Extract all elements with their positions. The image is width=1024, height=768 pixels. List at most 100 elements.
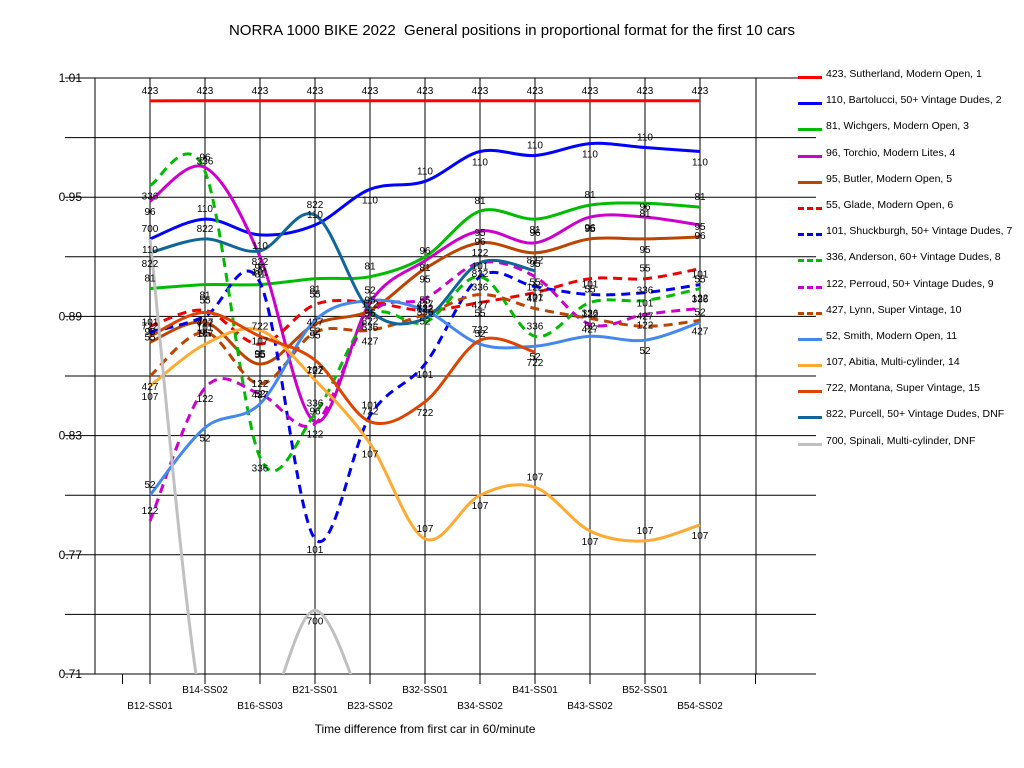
data-label: 722	[252, 321, 269, 332]
series-line-722	[149, 310, 536, 426]
data-label: 52	[639, 346, 651, 357]
data-label: 122	[252, 379, 269, 390]
data-label: 55	[474, 308, 486, 319]
data-label: 107	[417, 524, 434, 535]
data-label: 96	[694, 231, 706, 242]
data-label: 96	[199, 152, 211, 163]
legend-item: 81, Wichgers, Modern Open, 3	[796, 120, 1018, 146]
data-label: 101	[307, 545, 324, 556]
data-label: 101	[362, 401, 379, 412]
data-label: 95	[529, 259, 541, 270]
series-line-107	[149, 327, 701, 543]
legend-label: 52, Smith, Modern Open, 11	[826, 329, 958, 342]
data-label: 423	[582, 86, 599, 97]
data-label: 81	[639, 209, 651, 220]
legend-item: 55, Glade, Modern Open, 6	[796, 199, 1018, 225]
data-label: 423	[417, 86, 434, 97]
data-label: 822	[472, 269, 489, 280]
data-label: 110	[307, 210, 323, 221]
data-label: 427	[527, 293, 544, 304]
data-label: 81	[144, 274, 156, 285]
data-label: 822	[142, 259, 159, 270]
data-label: 96	[474, 237, 486, 248]
legend-label: 722, Montana, Super Vintage, 15	[826, 382, 980, 395]
data-label: 336	[252, 463, 269, 474]
data-label: 722	[527, 358, 544, 369]
data-label: 81	[364, 262, 376, 273]
data-label: 822	[527, 256, 544, 267]
legend-label: 110, Bartolucci, 50+ Vintage Dudes, 2	[826, 94, 1002, 107]
data-label: 822	[252, 257, 269, 268]
x-tick-label: B54-SS02	[677, 701, 723, 712]
data-label: 55	[694, 275, 706, 286]
legend-swatch	[798, 442, 822, 446]
data-label: 110	[252, 241, 268, 252]
data-label: 95	[144, 327, 156, 338]
data-label: 107	[692, 531, 709, 542]
data-label: 55	[639, 264, 651, 275]
x-tick-label: B21-SS01	[292, 685, 338, 696]
data-label: 52	[474, 329, 486, 340]
legend-label: 101, Shuckburgh, 50+ Vintage Dudes, 7	[826, 225, 1013, 238]
data-label: 700	[307, 616, 324, 627]
legend-item: 700, Spinali, Multi-cylinder, DNF	[796, 435, 1018, 461]
data-label: 336	[197, 156, 214, 167]
legend-swatch	[798, 311, 822, 315]
legend-item: 822, Purcell, 50+ Vintage Dudes, DNF	[796, 408, 1018, 434]
data-label: 81	[419, 263, 431, 274]
data-label: 81	[694, 192, 706, 203]
data-label: 95	[474, 228, 486, 239]
legend-item: 101, Shuckburgh, 50+ Vintage Dudes, 7	[796, 225, 1018, 251]
legend-label: 95, Butler, Modern Open, 5	[826, 172, 953, 185]
data-label: 423	[527, 86, 544, 97]
x-tick-label: B14-SS02	[182, 685, 228, 696]
legend-label: 427, Lynn, Super Vintage, 10	[826, 303, 962, 316]
data-label: 122	[362, 299, 379, 310]
legend-swatch	[798, 285, 822, 289]
data-label: 427	[692, 326, 709, 337]
data-label: 81	[199, 291, 211, 302]
legend-swatch	[798, 128, 822, 132]
data-label: 96	[639, 202, 651, 213]
data-label: 722	[417, 408, 434, 419]
legend-label: 423, Sutherland, Modern Open, 1	[826, 68, 982, 80]
data-label: 107	[197, 329, 214, 340]
data-label: 101	[417, 370, 434, 381]
data-label: 81	[309, 285, 321, 296]
legend-swatch	[798, 416, 822, 420]
data-label: 96	[144, 207, 156, 218]
x-tick-label: B16-SS03	[237, 701, 283, 712]
legend-label: 822, Purcell, 50+ Vintage Dudes, DNF	[826, 408, 1005, 421]
data-label: 52	[254, 389, 266, 400]
data-label: 110	[362, 195, 378, 206]
data-label: 427	[197, 317, 214, 328]
data-label: 110	[197, 204, 213, 215]
data-label: 81	[529, 225, 541, 236]
axis-ticks: 1.01 0.95 0.89 0.83 0.77 0.71 B12-SS01 B14-SS02…	[59, 71, 724, 712]
data-label: 101	[472, 262, 489, 273]
data-label: 55	[584, 285, 596, 296]
data-label: 81	[254, 270, 266, 281]
data-label: 52	[584, 321, 596, 332]
legend: 423, Sutherland, Modern Open, 1 110, Bart…	[796, 68, 1018, 461]
data-label: 336	[527, 321, 544, 332]
data-label: 122	[692, 293, 709, 304]
data-label: 110	[692, 158, 708, 169]
data-label: 427	[472, 301, 489, 312]
data-label: 427	[582, 324, 599, 335]
data-label: 95	[199, 328, 211, 339]
data-label: 722	[362, 407, 379, 418]
series-line-336	[149, 152, 701, 473]
data-label: 96	[364, 308, 376, 319]
data-label: 55	[309, 289, 321, 300]
data-label: 122	[527, 283, 544, 294]
data-label: 122	[142, 506, 159, 517]
data-label: 110	[472, 158, 488, 169]
legend-swatch	[798, 337, 822, 341]
data-label: 700	[142, 224, 159, 235]
legend-item: 336, Anderson, 60+ Vintage Dudes, 8	[796, 251, 1018, 277]
data-label: 423	[637, 86, 654, 97]
data-label: 722	[197, 318, 214, 329]
data-label: 336	[142, 191, 159, 202]
data-label: 101	[142, 317, 159, 328]
